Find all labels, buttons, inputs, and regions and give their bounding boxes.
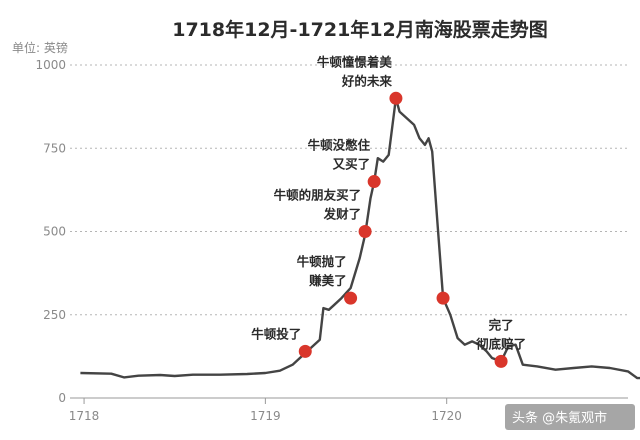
annotation-text: 牛顿没憋住 bbox=[308, 138, 371, 153]
annotation-text: 彻底赔了 bbox=[475, 336, 526, 351]
event-marker bbox=[436, 291, 450, 305]
annotation-text: 牛顿的朋友买了 bbox=[274, 188, 362, 203]
annotation-text: 发财了 bbox=[323, 207, 362, 222]
y-tick-label: 750 bbox=[43, 141, 66, 155]
event-marker bbox=[494, 354, 508, 368]
y-tick-label: 1000 bbox=[35, 58, 66, 72]
annotation-text: 完了 bbox=[489, 317, 514, 332]
x-axis: 1718 1719 1720 bbox=[69, 398, 462, 423]
watermark-text: 头条 @朱氪观市 bbox=[512, 410, 607, 426]
event-markers bbox=[298, 91, 508, 368]
y-axis: 0 250 500 750 1000 bbox=[35, 58, 66, 405]
y-tick-label: 0 bbox=[58, 391, 66, 405]
annotation-text: 牛顿抛了 bbox=[297, 254, 347, 269]
event-marker bbox=[389, 91, 403, 105]
chart-title: 1718年12月-1721年12月南海股票走势图 bbox=[172, 18, 548, 41]
annotation-text: 赚美了 bbox=[308, 273, 347, 288]
price-line bbox=[80, 97, 640, 380]
annotation-text: 牛顿投了 bbox=[251, 326, 301, 341]
annotation-text: 牛顿憧憬着美 bbox=[317, 54, 393, 69]
gridlines bbox=[70, 64, 628, 399]
event-marker bbox=[367, 175, 381, 189]
y-tick-label: 250 bbox=[43, 308, 66, 322]
watermark: 头条 @朱氪观市 bbox=[505, 404, 635, 430]
event-marker bbox=[358, 225, 372, 238]
x-tick-label: 1719 bbox=[250, 409, 281, 423]
event-marker bbox=[298, 344, 312, 358]
annotation-text: 好的未来 bbox=[341, 73, 393, 88]
event-marker bbox=[344, 291, 358, 305]
x-tick-label: 1718 bbox=[69, 409, 100, 423]
y-tick-label: 500 bbox=[43, 225, 66, 239]
x-tick-label: 1720 bbox=[431, 409, 462, 423]
unit-label: 单位: 英镑 bbox=[12, 40, 68, 55]
annotation-text: 又买了 bbox=[332, 157, 371, 172]
